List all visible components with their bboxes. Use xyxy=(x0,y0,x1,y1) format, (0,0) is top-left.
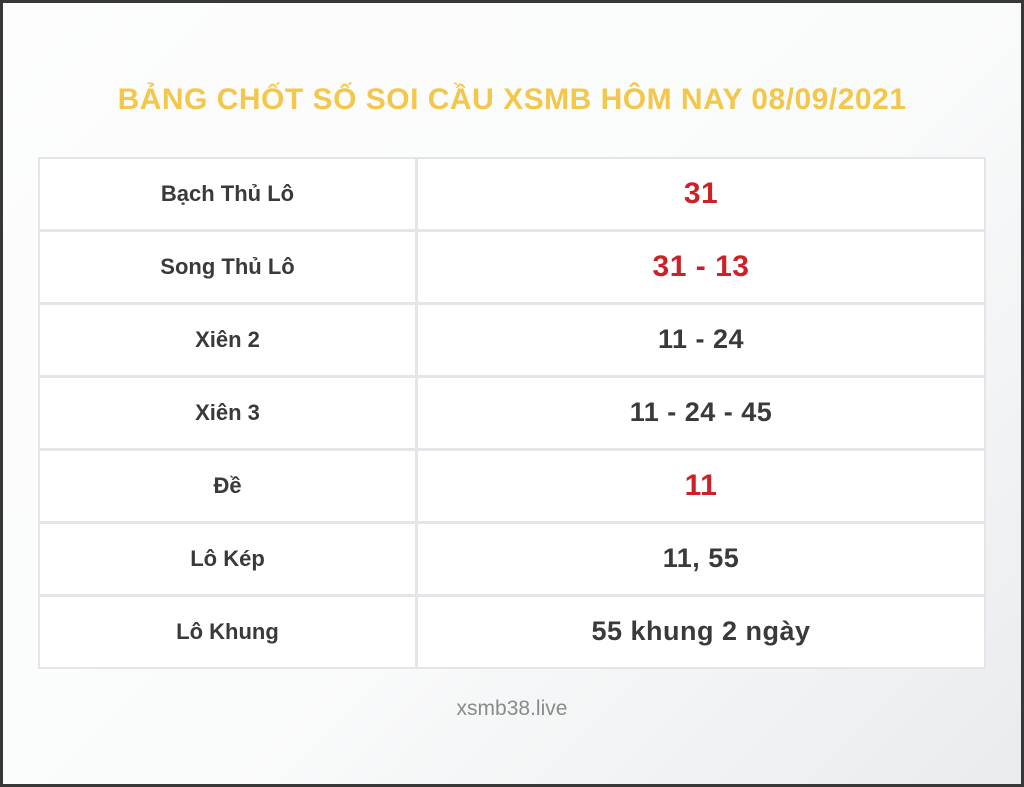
row-label: Đề xyxy=(40,450,415,521)
row-value: 11 - 24 xyxy=(418,304,984,375)
row-label: Xiên 3 xyxy=(40,377,415,448)
row-label: Bạch Thủ Lô xyxy=(40,158,415,229)
row-label: Lô Khung xyxy=(40,596,415,667)
page-title: BẢNG CHỐT SỐ SOI CẦU XSMB HÔM NAY 08/09/… xyxy=(117,83,907,116)
row-value: 31 - 13 xyxy=(418,231,984,302)
row-value: 11 xyxy=(418,450,984,521)
row-label: Xiên 2 xyxy=(40,304,415,375)
row-value: 11, 55 xyxy=(418,523,984,594)
site-watermark: xsmb38.live xyxy=(456,696,568,720)
row-value: 55 khung 2 ngày xyxy=(418,596,984,667)
row-value: 11 - 24 - 45 xyxy=(418,377,984,448)
prediction-table: Bạch Thủ Lô 31 Song Thủ Lô 31 - 13 Xiên 2 11 … xyxy=(38,156,986,669)
page: BẢNG CHỐT SỐ SOI CẦU XSMB HÔM NAY 08/09/… xyxy=(3,3,1021,721)
row-label: Lô Kép xyxy=(40,523,415,594)
row-value: 31 xyxy=(418,158,984,229)
row-label: Song Thủ Lô xyxy=(40,231,415,302)
